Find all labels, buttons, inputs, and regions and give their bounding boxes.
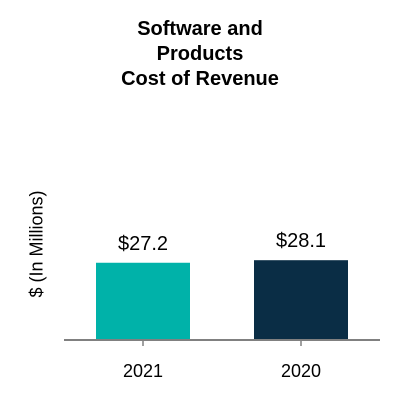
chart-title-line-1: Software and	[137, 18, 263, 40]
data-label-2020: $28.1	[276, 230, 326, 252]
data-label-2021: $27.2	[118, 233, 168, 255]
bar-2020	[254, 260, 348, 340]
chart-title-line-2: Products	[156, 43, 244, 65]
chart-title-line-3: Cost of Revenue	[121, 68, 279, 90]
bar-2021	[96, 262, 190, 340]
chart-title: Software and Products Cost of Revenue	[0, 17, 400, 92]
x-tick-label-2021: 2021	[123, 361, 163, 381]
x-tick-label-2020: 2020	[281, 361, 321, 381]
